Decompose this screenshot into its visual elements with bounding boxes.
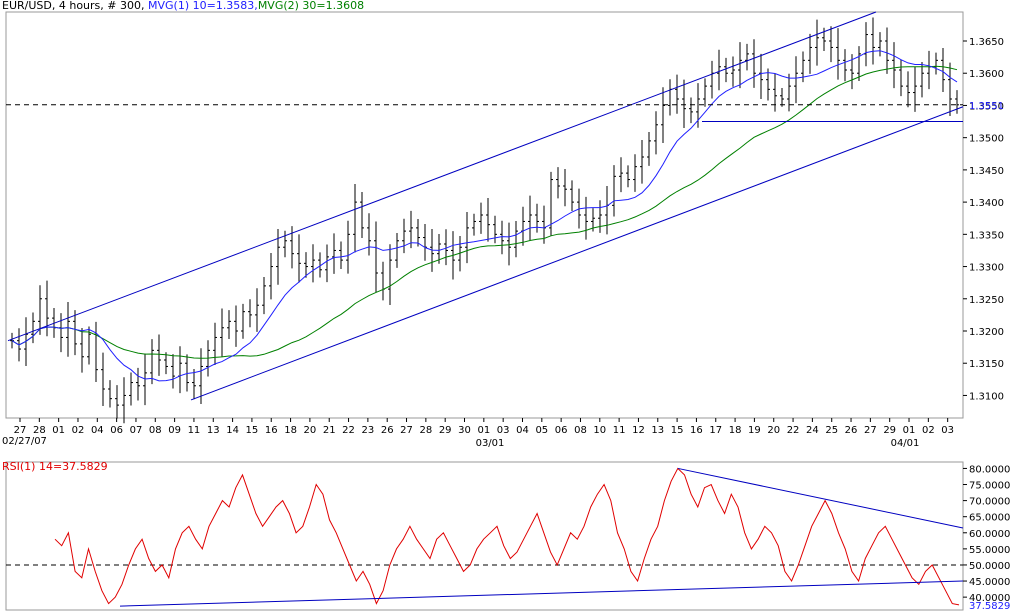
price-x-tick-label: 22 [787,425,800,436]
price-x-tick-label: 06 [555,425,568,436]
rsi-y-tick-label: 50.0000 [969,561,1010,572]
price-x-tick-label: 09 [168,425,181,436]
price-y-tick-label: 1.3400 [969,198,1004,209]
price-y-tick-label: 1.3150 [969,359,1004,370]
month-label: 04/01 [891,438,920,449]
rsi-y-tick-label: 40.0000 [969,593,1010,604]
price-x-tick-label: 18 [284,425,297,436]
price-x-tick-label: 10 [593,425,606,436]
price-panel: 1.3650 1.3600 1.3550 1.3500 1.3450 1.3400 1.33… [5,11,1004,449]
rsi-last-value-label: 37.5829 [969,601,1010,612]
price-y-tick-label: 1.3600 [969,69,1004,80]
rsi-resistance-line [677,467,964,529]
price-x-tick-label: 25 [825,425,838,436]
price-y-tick-label: 1.3250 [969,295,1004,306]
rsi-line [54,467,960,606]
price-x-tick-label: 16 [690,425,703,436]
price-x-tick-label: 04 [91,425,104,436]
channel-upper-line [7,11,877,342]
rsi-panel: 80.0000 75.0000 70.0000 65.0000 60.0000 55.00… [5,461,1010,612]
price-y-tick-label: 1.3200 [969,327,1004,338]
price-x-tick-label: 30 [458,425,471,436]
price-x-tick-label: 28 [33,425,46,436]
price-x-tick-label: 03 [497,425,510,436]
price-y-tick-label: 1.3450 [969,166,1004,177]
price-y-tick-label: 1.3500 [969,134,1004,145]
price-y-tick-label: 1.3300 [969,263,1004,274]
rsi-y-tick-label: 45.0000 [969,577,1010,588]
price-y-tick-label: 1.3550 [969,101,1004,112]
price-x-tick-label: 12 [632,425,645,436]
price-x-tick-label: 01 [903,425,916,436]
timeframe-label: , 4 hours, # 300, [51,0,145,12]
start-date-label: 02/27/07 [2,436,47,447]
price-x-tick-label: 13 [207,425,220,436]
price-x-tick-label: 17 [709,425,722,436]
price-x-tick-label: 11 [613,425,626,436]
ma2-label: MVG(2) 30=1.3608 [257,0,365,12]
price-x-tick-label: 29 [883,425,896,436]
price-y-tick-label: 1.3100 [969,391,1004,402]
price-x-tick-label: 05 [535,425,548,436]
rsi-y-tick-label: 70.0000 [969,497,1010,508]
price-x-tick-label: 26 [845,425,858,436]
symbol-label: EUR/USD [2,0,52,12]
rsi-legend: RSI(1) 14=37.5829 [2,460,108,473]
price-x-tick-label: 27 [14,425,27,436]
price-x-tick-label: 20 [767,425,780,436]
price-x-tick-label: 26 [381,425,394,436]
price-x-tick-label: 29 [439,425,452,436]
price-x-tick-label: 13 [651,425,664,436]
price-x-tick-label: 06 [110,425,123,436]
price-x-tick-label: 23 [362,425,375,436]
price-x-tick-label: 01 [477,425,490,436]
rsi-y-tick-label: 60.0000 [969,529,1010,540]
rsi-plot-area [5,461,964,611]
price-legend: EUR/USD, 4 hours, # 300, MVG(1) 10=1.358… [2,0,364,12]
rsi-y-tick-label: 80.0000 [969,464,1010,475]
price-x-tick-label: 08 [149,425,162,436]
price-x-tick-label: 15 [246,425,259,436]
price-y-tick-label: 1.3350 [969,230,1004,241]
price-x-tick-label: 07 [130,425,143,436]
last-price-label: 1.3551 [969,101,1004,112]
ma1-label: MVG(1) 10=1.3583, [147,0,258,12]
price-y-tick-label: 1.3650 [969,37,1004,48]
rsi-y-tick-label: 55.0000 [969,545,1010,556]
price-x-tick-label: 24 [806,425,819,436]
channel-lower-line [190,106,964,401]
price-x-tick-label: 27 [864,425,877,436]
price-x-tick-label: 20 [304,425,317,436]
rsi-support-line [119,580,964,607]
price-x-tick-label: 02 [922,425,935,436]
price-x-tick-label: 28 [419,425,432,436]
rsi-y-tick-label: 65.0000 [969,513,1010,524]
price-x-tick-label: 08 [574,425,587,436]
rsi-y-tick-label: 75.0000 [969,481,1010,492]
price-x-tick-label: 15 [671,425,684,436]
price-x-tick-label: 27 [400,425,413,436]
price-x-tick-label: 22 [342,425,355,436]
price-x-tick-label: 01 [52,425,65,436]
price-x-tick-label: 19 [748,425,761,436]
price-x-tick-label: 16 [265,425,278,436]
price-x-tick-label: 02 [72,425,85,436]
price-x-tick-label: 18 [729,425,742,436]
month-label: 03/01 [476,438,505,449]
price-x-tick-label: 11 [188,425,201,436]
ma1-line [11,50,958,382]
price-x-tick-label: 03 [941,425,954,436]
ma2-line [11,65,958,359]
price-x-tick-label: 14 [226,425,239,436]
price-x-tick-label: 21 [323,425,336,436]
price-x-tick-label: 04 [516,425,529,436]
